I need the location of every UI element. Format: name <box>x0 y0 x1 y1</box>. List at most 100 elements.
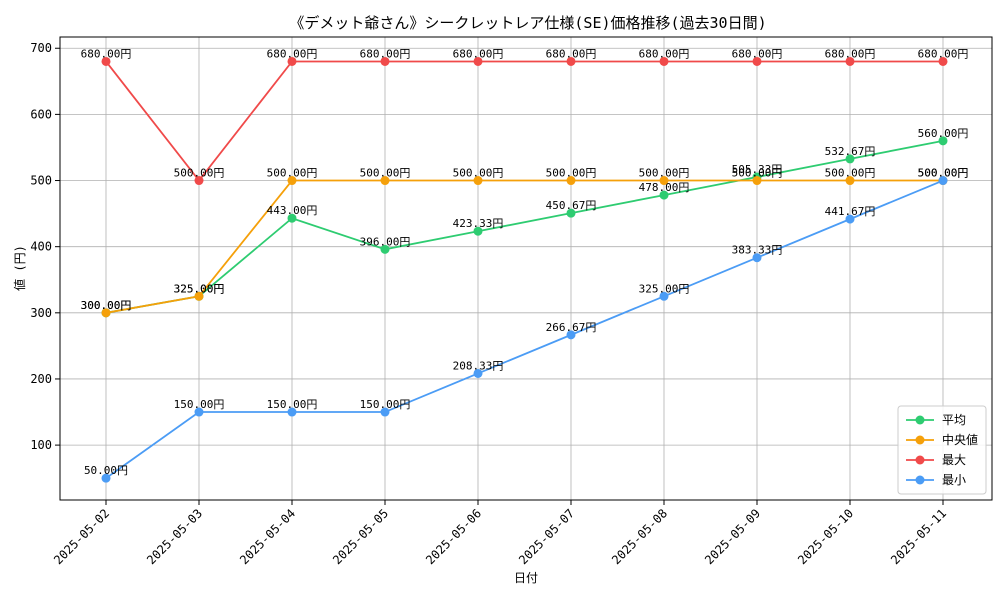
x-tick-label: 2025-05-03 <box>144 506 205 567</box>
data-point <box>473 226 483 236</box>
x-tick-label: 2025-05-04 <box>237 506 298 567</box>
data-label: 680.00円 <box>546 47 597 60</box>
y-tick-label: 600 <box>30 107 52 121</box>
series-layer <box>101 56 948 483</box>
data-label: 500.00円 <box>918 167 969 180</box>
data-point <box>101 473 111 483</box>
data-point <box>566 208 576 218</box>
data-label: 150.00円 <box>360 398 411 411</box>
data-point <box>287 213 297 223</box>
data-label: 325.00円 <box>174 282 225 295</box>
data-label: 443.00円 <box>267 204 318 217</box>
data-label: 150.00円 <box>267 398 318 411</box>
series-2 <box>101 56 948 186</box>
legend-marker <box>915 435 925 445</box>
data-point <box>566 56 576 66</box>
data-point <box>287 56 297 66</box>
data-point <box>287 176 297 186</box>
data-label: 266.67円 <box>546 321 597 334</box>
series-line <box>105 60 943 182</box>
data-point <box>380 244 390 254</box>
legend-box <box>897 405 987 495</box>
legend-entry: 中央値 <box>942 432 978 447</box>
x-tick-label: 2025-05-05 <box>330 506 391 567</box>
data-label: 325.00円 <box>174 282 225 295</box>
data-label: 680.00円 <box>360 47 411 60</box>
data-point <box>659 176 669 186</box>
data-point <box>101 56 111 66</box>
data-label: 560.00円 <box>918 127 969 140</box>
x-tick-label: 2025-05-06 <box>423 506 484 567</box>
data-point <box>194 291 204 301</box>
series-line <box>105 139 944 314</box>
plot-frame <box>59 36 993 501</box>
data-point <box>938 136 948 146</box>
data-point <box>752 56 762 66</box>
legend-entry: 平均 <box>942 413 966 427</box>
x-tick-label: 2025-05-10 <box>795 506 856 567</box>
data-label: 500.00円 <box>639 167 690 180</box>
y-tick-label: 200 <box>30 372 52 386</box>
data-point <box>566 176 576 186</box>
legend-marker <box>915 455 925 465</box>
data-label: 680.00円 <box>639 47 690 60</box>
data-label: 505.33円 <box>732 163 783 176</box>
x-tick-label: 2025-05-09 <box>702 506 763 567</box>
data-point <box>380 176 390 186</box>
data-labels: 300.00円 325.00円 443.00円 396.00円 423.33円 450.6… <box>81 47 969 477</box>
data-label: 680.00円 <box>825 47 876 60</box>
data-point <box>473 56 483 66</box>
y-tick-label: 400 <box>30 240 52 254</box>
data-label: 423.33円 <box>453 217 504 230</box>
data-point <box>845 154 855 164</box>
x-tick-label: 2025-05-08 <box>609 506 670 567</box>
data-point <box>752 253 762 263</box>
x-axis-label: 日付 <box>514 571 538 585</box>
data-label: 383.33円 <box>732 244 783 257</box>
data-label: 441.67円 <box>825 205 876 218</box>
data-point <box>845 214 855 224</box>
data-point <box>194 176 204 186</box>
data-label: 50.00円 <box>84 464 128 477</box>
x-tick-label: 2025-05-11 <box>888 506 949 567</box>
series-3 <box>101 176 948 483</box>
data-point <box>380 56 390 66</box>
data-label: 500.00円 <box>267 167 318 180</box>
series-0 <box>101 136 948 318</box>
data-point <box>473 368 483 378</box>
data-point <box>659 190 669 200</box>
data-label: 325.00円 <box>639 282 690 295</box>
y-axis-ticks: 100 200 300 400 500 600 700 <box>30 41 60 452</box>
data-label: 500.00円 <box>360 167 411 180</box>
data-label: 680.00円 <box>267 47 318 60</box>
data-label: 500.00円 <box>453 167 504 180</box>
data-point <box>752 176 762 186</box>
data-label: 300.00円 <box>81 299 132 312</box>
data-point <box>659 291 669 301</box>
grid <box>60 37 992 500</box>
data-label: 680.00円 <box>732 47 783 60</box>
data-point <box>194 407 204 417</box>
y-axis-label: 値 (円) <box>12 245 27 291</box>
data-label: 396.00円 <box>360 235 411 248</box>
x-tick-label: 2025-05-07 <box>516 506 577 567</box>
data-point <box>287 407 297 417</box>
y-tick-label: 500 <box>30 174 52 188</box>
data-label: 478.00円 <box>639 181 690 194</box>
data-label: 500.00円 <box>546 167 597 180</box>
data-label: 680.00円 <box>918 47 969 60</box>
y-tick-label: 300 <box>30 306 52 320</box>
data-point <box>938 56 948 66</box>
series-line <box>105 179 943 314</box>
y-tick-label: 100 <box>30 438 52 452</box>
data-label: 450.67円 <box>546 199 597 212</box>
data-point <box>566 330 576 340</box>
data-point <box>938 176 948 186</box>
data-point <box>845 56 855 66</box>
data-point <box>659 56 669 66</box>
legend-marker <box>915 475 925 485</box>
data-label: 150.00円 <box>174 398 225 411</box>
data-point <box>380 407 390 417</box>
